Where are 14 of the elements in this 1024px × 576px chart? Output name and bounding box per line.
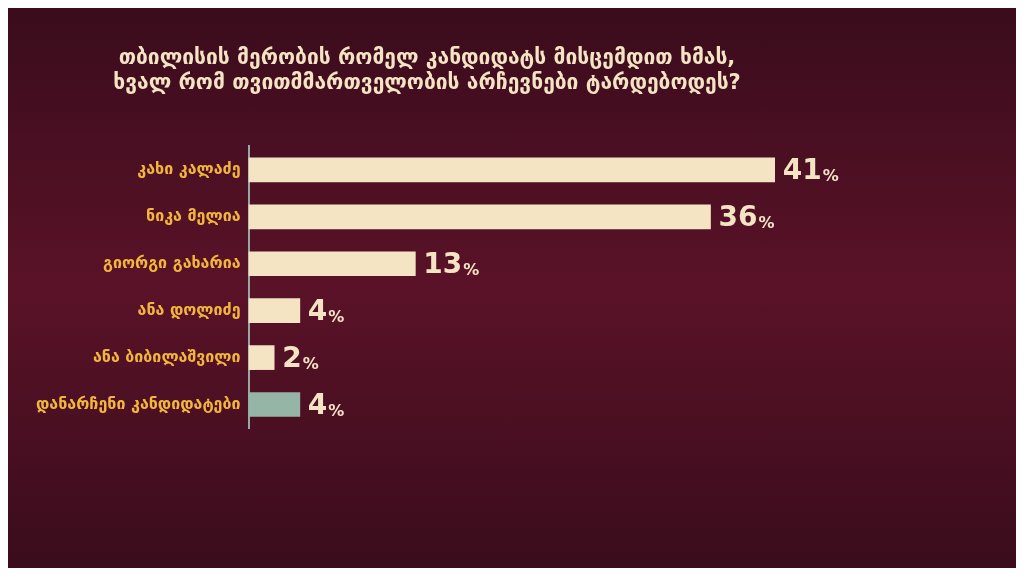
y-tick-label: ანა დოლიძე [137, 299, 241, 319]
data-label: 13% [423, 247, 480, 281]
text: ხვალ რომ თვითმმართველობის არჩევნები ტარდებოდეს? [113, 70, 741, 95]
y-tick-label: დანარჩენი კანდიდატები [36, 393, 241, 413]
text: თბილისის მერობის რომელ კანდიდატს მისცემდით ხმას, [118, 45, 736, 70]
data-label: 41% [782, 153, 839, 187]
y-tick-label: ნიკა მელია [146, 205, 241, 225]
y-tick-label: გიორგი გახარია [102, 252, 241, 272]
data-label: 4% [307, 293, 345, 327]
y-tick-label: კახი კალაძე [137, 159, 241, 179]
data-label: 2% [282, 340, 319, 374]
data-label: 4% [307, 387, 345, 421]
y-tick-label: ანა ბიბილაშვილი [92, 346, 241, 366]
data-label: 36% [718, 200, 775, 234]
